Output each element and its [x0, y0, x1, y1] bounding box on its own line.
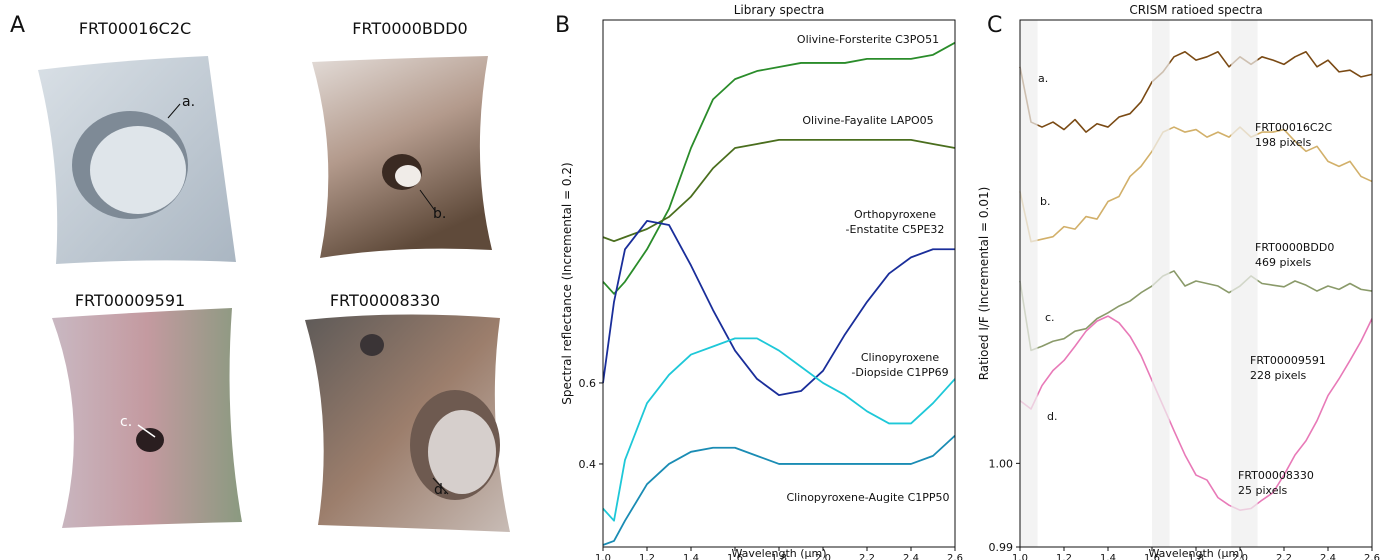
- x-tick-label: 1.8: [771, 553, 787, 560]
- series-line: [1019, 126, 1373, 243]
- x-tick-label: 2.0: [815, 553, 831, 560]
- image-title: FRT00008330: [330, 291, 440, 310]
- series-letter: c.: [1045, 311, 1055, 324]
- series-note: 228 pixels: [1250, 369, 1307, 382]
- series-note: 25 pixels: [1238, 484, 1288, 497]
- crater-floor: [428, 410, 496, 494]
- x-axis-label: Wavelength (μm): [1148, 547, 1243, 560]
- series-line: [602, 139, 956, 243]
- x-tick-label: 1.0: [595, 553, 611, 560]
- panel-letter: C: [987, 13, 1002, 38]
- series-label: Olivine-Forsterite C3PO51: [796, 33, 940, 46]
- series-letter: b.: [1040, 195, 1050, 208]
- x-tick-label: 2.4: [903, 553, 919, 560]
- series-line: [1019, 315, 1373, 511]
- x-tick-label: 2.2: [859, 553, 875, 560]
- series-label: Clinopyroxene -Diopside C1PP69: [851, 351, 949, 379]
- y-tick-label: 0.6: [579, 377, 597, 390]
- x-tick-label: 2.2: [1276, 553, 1292, 560]
- series-label: Orthopyroxene -Enstatite C5PE32: [845, 208, 945, 236]
- x-tick-label: 1.4: [683, 553, 699, 560]
- image-title: FRT00009591: [75, 291, 185, 310]
- series-label: FRT0000BDD0 469 pixels: [1255, 240, 1334, 270]
- image-label: c.: [120, 414, 132, 430]
- x-tick-label: 1.0: [1012, 553, 1028, 560]
- x-tick-label: 2.6: [1364, 553, 1380, 560]
- series-label: Clinopyroxene-Augite C1PP50: [786, 491, 950, 504]
- series-line: [1019, 270, 1373, 352]
- image-label: a.: [182, 94, 195, 110]
- x-tick-label: 2.6: [947, 553, 963, 560]
- crater: [136, 428, 164, 452]
- plot-frame: [1019, 19, 1373, 548]
- y-tick-label: 1.00: [989, 457, 1014, 470]
- crater: [360, 334, 384, 356]
- series-letter: a.: [1038, 72, 1048, 85]
- chart-title: Library spectra: [734, 3, 825, 17]
- x-tick-label: 1.2: [1056, 553, 1072, 560]
- series-label: FRT00008330 25 pixels: [1238, 468, 1314, 498]
- panel-a-images: [38, 56, 510, 532]
- series-line: [602, 337, 956, 522]
- series-note: 198 pixels: [1255, 136, 1312, 149]
- chart-title: CRISM ratioed spectra: [1129, 3, 1262, 17]
- image-label: b.: [433, 206, 446, 222]
- plot-frame: [602, 19, 956, 548]
- highlight-band: [1020, 20, 1038, 547]
- y-tick-label: 0.4: [579, 458, 597, 471]
- series-label: Olivine-Fayalite LAPO05: [802, 114, 934, 127]
- series-label: FRT00009591 228 pixels: [1250, 353, 1326, 383]
- panel-letter: A: [10, 13, 25, 38]
- series-name: FRT00009591: [1250, 354, 1326, 367]
- series-name: FRT00016C2C: [1255, 121, 1333, 134]
- y-axis-label: Ratioed I/F (Incremental = 0.01): [977, 187, 991, 381]
- image-label: d.: [434, 482, 447, 498]
- crater-floor: [90, 126, 186, 214]
- series-line: [602, 434, 956, 546]
- x-axis-label: Wavelength (μm): [731, 547, 826, 560]
- x-tick-label: 1.8: [1188, 553, 1204, 560]
- series-name: FRT0000BDD0: [1255, 241, 1335, 254]
- leader-line: [432, 477, 449, 495]
- series-name: FRT00008330: [1238, 469, 1314, 482]
- image-frt00009591: [52, 308, 242, 528]
- series-label: FRT00016C2C 198 pixels: [1255, 120, 1332, 150]
- series-note: 469 pixels: [1255, 256, 1312, 269]
- x-tick-label: 2.0: [1232, 553, 1248, 560]
- panel-letter: B: [555, 13, 570, 38]
- series-line: [602, 220, 955, 396]
- crater-floor: [395, 165, 421, 187]
- leader-line: [137, 424, 156, 438]
- x-tick-label: 2.4: [1320, 553, 1336, 560]
- series-letter: d.: [1047, 410, 1057, 423]
- x-tick-label: 1.6: [727, 553, 743, 560]
- series-line: [1019, 50, 1373, 133]
- leader-line: [419, 189, 437, 213]
- y-axis-label: Spectral reflectance (Incremental = 0.2): [560, 162, 574, 404]
- highlight-band: [1231, 20, 1258, 547]
- y-tick-label: 0.99: [989, 541, 1014, 554]
- x-tick-label: 1.4: [1100, 553, 1116, 560]
- highlight-band: [1152, 20, 1170, 547]
- image-title: FRT00016C2C: [79, 19, 191, 38]
- series-line: [602, 41, 956, 295]
- x-tick-label: 1.6: [1144, 553, 1160, 560]
- leader-line: [167, 103, 181, 119]
- x-tick-label: 1.2: [639, 553, 655, 560]
- image-title: FRT0000BDD0: [352, 19, 467, 38]
